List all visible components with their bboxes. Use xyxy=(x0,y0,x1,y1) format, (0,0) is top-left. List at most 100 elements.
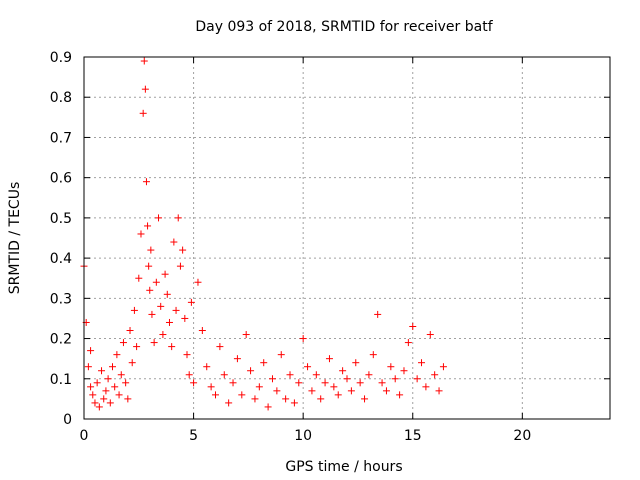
data-point xyxy=(251,395,259,403)
data-point xyxy=(312,371,320,379)
data-point xyxy=(220,371,228,379)
data-point xyxy=(139,109,147,117)
data-point xyxy=(247,367,255,375)
x-tick-label: 10 xyxy=(294,428,312,444)
data-point xyxy=(365,371,373,379)
data-point xyxy=(122,379,130,387)
data-point xyxy=(141,85,149,93)
data-point xyxy=(396,391,404,399)
data-point xyxy=(198,327,206,335)
y-tick-label: 0.4 xyxy=(50,251,72,267)
data-point xyxy=(207,383,215,391)
y-axis-label: SRMTID / TECUs xyxy=(7,182,23,295)
data-point xyxy=(172,306,180,314)
data-point xyxy=(150,339,158,347)
data-point xyxy=(369,351,377,359)
data-point xyxy=(174,214,182,222)
data-point xyxy=(334,391,342,399)
y-tick-labels: 0 0.1 0.2 0.3 0.4 0.5 0.6 0.7 0.8 0.9 xyxy=(50,50,72,428)
x-axis-label: GPS time / hours xyxy=(285,459,402,475)
data-point xyxy=(347,387,355,395)
data-point xyxy=(216,343,224,351)
data-points xyxy=(80,57,447,411)
data-point xyxy=(304,363,312,371)
data-point xyxy=(104,375,112,383)
data-point xyxy=(238,391,246,399)
y-tick-label: 0.2 xyxy=(50,332,72,348)
data-point xyxy=(179,246,187,254)
data-point xyxy=(165,318,173,326)
data-point xyxy=(339,367,347,375)
data-point xyxy=(404,339,412,347)
data-point xyxy=(325,355,333,363)
data-point xyxy=(422,383,430,391)
data-point xyxy=(378,379,386,387)
data-point xyxy=(185,371,193,379)
data-point xyxy=(409,322,417,330)
data-point xyxy=(95,403,103,411)
data-point xyxy=(255,383,263,391)
data-point xyxy=(135,274,143,282)
data-point xyxy=(117,371,125,379)
data-point xyxy=(190,379,198,387)
data-point xyxy=(128,359,136,367)
data-point xyxy=(431,371,439,379)
data-point xyxy=(111,383,119,391)
y-tick-label: 0.1 xyxy=(50,372,72,388)
data-point xyxy=(163,290,171,298)
data-point xyxy=(286,371,294,379)
data-point xyxy=(356,379,364,387)
data-point xyxy=(260,359,268,367)
data-point xyxy=(382,387,390,395)
data-point xyxy=(124,395,132,403)
data-point xyxy=(391,375,399,383)
data-point xyxy=(387,363,395,371)
x-tick-label: 20 xyxy=(513,428,531,444)
data-point xyxy=(170,238,178,246)
data-point xyxy=(183,351,191,359)
data-point xyxy=(155,214,163,222)
data-point xyxy=(87,347,95,355)
data-point xyxy=(108,363,116,371)
data-point xyxy=(374,310,382,318)
data-point xyxy=(308,387,316,395)
data-point xyxy=(229,379,237,387)
data-point xyxy=(145,262,153,270)
data-point xyxy=(277,351,285,359)
y-tick-label: 0.9 xyxy=(50,50,72,66)
y-tick-label: 0.7 xyxy=(50,130,72,146)
data-point xyxy=(273,387,281,395)
x-tick-label: 5 xyxy=(189,428,198,444)
data-point xyxy=(418,359,426,367)
x-tick-label: 0 xyxy=(80,428,89,444)
data-point xyxy=(113,351,121,359)
y-tick-label: 0.5 xyxy=(50,211,72,227)
data-point xyxy=(161,270,169,278)
y-tick-label: 0.3 xyxy=(50,291,72,307)
data-point xyxy=(152,278,160,286)
data-point xyxy=(282,395,290,403)
data-point xyxy=(187,298,195,306)
chart-title: Day 093 of 2018, SRMTID for receiver bat… xyxy=(195,19,493,35)
data-point xyxy=(142,178,150,186)
data-point xyxy=(176,262,184,270)
data-point xyxy=(168,343,176,351)
y-tick-label: 0 xyxy=(63,412,72,428)
data-point xyxy=(100,395,108,403)
y-tick-label: 0.6 xyxy=(50,171,72,187)
plot-frame xyxy=(83,56,611,420)
data-point xyxy=(435,387,443,395)
data-point xyxy=(203,363,211,371)
data-point xyxy=(119,339,127,347)
data-point xyxy=(225,399,233,407)
data-point xyxy=(146,286,154,294)
data-point xyxy=(159,331,167,339)
data-point xyxy=(233,355,241,363)
data-point xyxy=(194,278,202,286)
data-point xyxy=(106,399,114,407)
data-point xyxy=(212,391,219,399)
data-point xyxy=(140,57,148,65)
data-point xyxy=(317,395,325,403)
